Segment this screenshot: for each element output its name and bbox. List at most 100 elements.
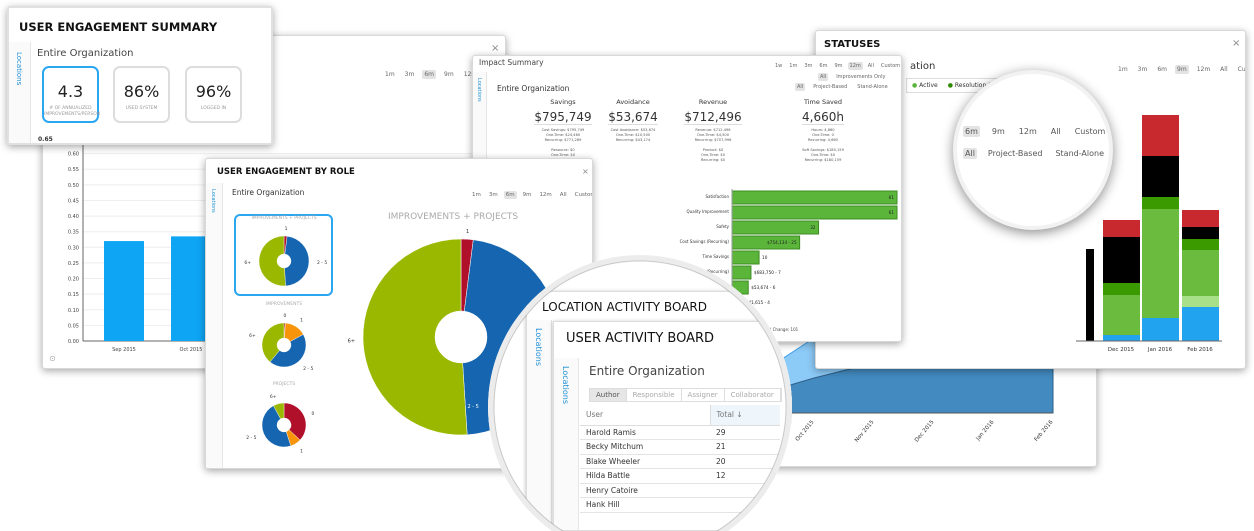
stacked-bar-segment[interactable] <box>1142 197 1179 209</box>
side-tab[interactable]: Locations <box>527 320 552 530</box>
filter-all[interactable]: All <box>963 148 977 159</box>
filter-12m[interactable]: 12m <box>1018 127 1037 136</box>
column-header-user[interactable]: User <box>586 410 604 420</box>
filter-9m[interactable]: 9m <box>522 192 532 198</box>
filter-1m[interactable]: 1m <box>385 71 395 78</box>
filter-6m[interactable]: 6m <box>503 191 517 199</box>
table-row[interactable]: Hilda Battle 12 <box>580 469 780 483</box>
stacked-bar-segment[interactable] <box>1103 283 1140 295</box>
impact-bar[interactable] <box>731 190 898 205</box>
filter-stand-alone[interactable]: Stand-Alone <box>1055 149 1105 158</box>
close-icon[interactable]: × <box>491 43 500 54</box>
filter-6m[interactable]: 6m <box>1157 66 1168 73</box>
stacked-bar-segment[interactable] <box>1103 295 1140 335</box>
filter-3m[interactable]: 3m <box>404 71 415 78</box>
filter-custom[interactable]: Custom <box>574 192 592 198</box>
stacked-bar-segment[interactable] <box>1142 318 1179 341</box>
filter-9m[interactable]: 9m <box>991 127 1005 136</box>
filter-all[interactable]: All <box>559 192 567 198</box>
filter-all[interactable]: All <box>795 83 806 91</box>
stacked-bar-segment[interactable] <box>1182 210 1219 227</box>
tab-collaborator[interactable]: Collaborator <box>725 389 781 401</box>
filter-6m[interactable]: 6m <box>422 70 437 79</box>
stacked-bar-segment[interactable] <box>1142 156 1179 197</box>
close-icon[interactable]: × <box>582 167 589 176</box>
tab-author[interactable]: Author <box>590 389 627 401</box>
donut-slice[interactable] <box>269 334 307 368</box>
filter-6m[interactable]: 6m <box>963 126 980 137</box>
activity-board-magnifier: LOCATION ACTIVITY BOARD Locations USER A… <box>488 255 792 531</box>
donut-slice[interactable] <box>258 235 286 287</box>
settings-icon[interactable]: ⊙ <box>49 354 56 363</box>
filter-all[interactable]: All <box>1050 127 1061 136</box>
filter-all[interactable]: All <box>818 73 829 81</box>
stacked-bar-segment[interactable] <box>1103 237 1140 283</box>
tab-responsible[interactable]: Responsible <box>627 389 682 401</box>
filter-stand-alone[interactable]: Stand-Alone <box>857 84 888 90</box>
filter-12m[interactable]: 12m <box>1196 66 1211 73</box>
table-row[interactable]: Blake Wheeler 20 <box>580 454 780 469</box>
side-tab[interactable]: Locations <box>554 358 579 530</box>
impact-bar[interactable] <box>731 265 752 280</box>
stacked-bar-segment[interactable] <box>1182 227 1219 239</box>
filter-12m[interactable]: 12m <box>847 62 863 70</box>
filter-1m[interactable]: 1m <box>472 192 481 198</box>
filter-improvements-only[interactable]: Improvements Only <box>836 74 886 80</box>
filter-all[interactable]: All <box>867 63 874 69</box>
metric-annualized-improvements[interactable]: 4.3 # OF ANNUALIZED IMPROVEMENTS/PERSON <box>42 66 100 123</box>
table-row[interactable]: Harold Ramis 29 <box>580 425 780 440</box>
side-tab[interactable]: Locations <box>9 42 31 143</box>
filter-project-based[interactable]: Project-Based <box>813 84 848 90</box>
filter-project-based[interactable]: Project-Based <box>987 149 1043 158</box>
donut-slice[interactable] <box>261 322 285 363</box>
user-engagement-summary-panel: USER ENGAGEMENT SUMMARY Locations Entire… <box>7 6 273 145</box>
filter-12m[interactable]: 12m <box>463 71 478 78</box>
bar[interactable] <box>104 241 144 341</box>
filter-9m[interactable]: 9m <box>1175 65 1189 74</box>
user-activity-table: User Total ↓ Harold Ramis 29 Becky Mitchum… <box>580 405 780 513</box>
bar[interactable] <box>171 236 211 341</box>
close-icon[interactable]: × <box>1232 38 1241 49</box>
filter-6m[interactable]: 6m <box>819 63 828 69</box>
filter-12m[interactable]: 12m <box>539 192 552 198</box>
selected-donut-frame[interactable] <box>234 214 333 296</box>
filter-custom[interactable]: Custom <box>1237 66 1246 73</box>
stacked-bar-segment[interactable] <box>1142 209 1179 318</box>
stacked-bar-segment[interactable] <box>1142 115 1179 156</box>
impact-bar[interactable] <box>731 205 898 220</box>
filter-9m[interactable]: 9m <box>834 63 843 69</box>
side-tab[interactable]: Locations <box>206 183 223 468</box>
impact-bar[interactable] <box>731 250 760 265</box>
stacked-bar-segment[interactable] <box>1182 296 1219 307</box>
filter-3m[interactable]: 3m <box>804 63 813 69</box>
stacked-bar-segment[interactable] <box>1182 307 1219 341</box>
stacked-bar-segment[interactable] <box>1103 335 1140 341</box>
donut-slice[interactable] <box>283 402 307 441</box>
table-row[interactable]: Hank Hill <box>580 498 780 512</box>
donut-slice[interactable] <box>362 238 468 436</box>
stacked-bar-segment[interactable] <box>1182 239 1219 250</box>
filter-custom[interactable]: Custom <box>880 63 901 69</box>
column-header-total[interactable]: Total ↓ <box>709 405 780 425</box>
filter-1m[interactable]: 1m <box>1118 66 1128 73</box>
filter-custom[interactable]: Custom <box>1074 127 1106 136</box>
filter-3m[interactable]: 3m <box>1137 66 1148 73</box>
legend-item[interactable]: ● Active <box>912 82 938 89</box>
filter-3m[interactable]: 3m <box>488 192 498 198</box>
donut-slice[interactable] <box>273 402 285 420</box>
filter-9m[interactable]: 9m <box>444 71 454 78</box>
filter-1m[interactable]: 1m <box>789 63 798 69</box>
filter-1w[interactable]: 1w <box>775 63 783 69</box>
panel-title: STATUSES <box>824 39 881 50</box>
stacked-bar-segment[interactable] <box>1182 250 1219 296</box>
table-row[interactable]: Henry Catoire <box>580 483 780 498</box>
metric-logged-in[interactable]: 96% LOGGED IN <box>185 66 242 123</box>
table-row[interactable]: Becky Mitchum 21 <box>580 440 780 454</box>
donut-slice[interactable] <box>261 405 292 448</box>
metric-used-system[interactable]: 86% USED SYSTEM <box>113 66 170 123</box>
stacked-bar-segment[interactable] <box>1103 220 1140 237</box>
filter-all[interactable]: All <box>1220 66 1228 73</box>
impact-bar[interactable] <box>731 220 820 235</box>
tab-assigner[interactable]: Assigner <box>682 389 725 401</box>
donut-slice[interactable] <box>284 235 310 287</box>
